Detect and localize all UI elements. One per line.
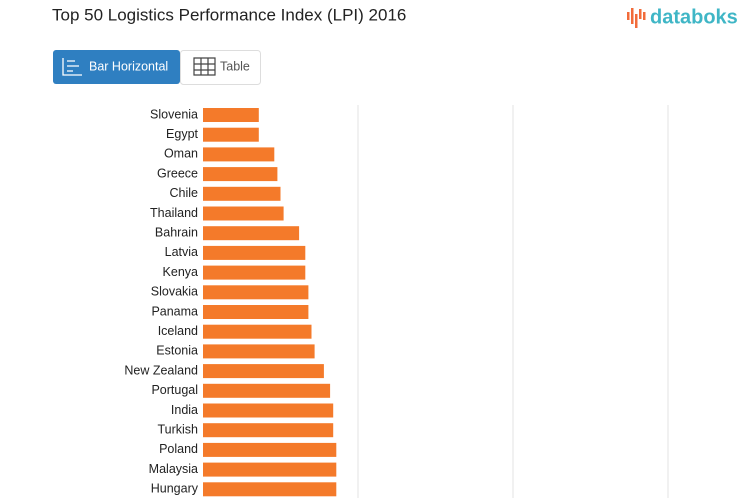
y-tick-label: India <box>171 403 198 417</box>
y-tick-label: New Zealand <box>124 363 198 377</box>
bar <box>203 186 281 201</box>
bar <box>203 305 309 319</box>
y-tick-label: Egypt <box>166 127 198 141</box>
bar <box>203 167 278 182</box>
logo-icon <box>627 8 646 28</box>
logo: databoks <box>650 6 738 28</box>
bar <box>203 127 259 142</box>
bar <box>203 265 306 280</box>
y-tick-label: Poland <box>159 442 198 456</box>
tab-label[interactable]: Table <box>220 59 250 73</box>
y-tick-label: Greece <box>157 166 198 180</box>
bar <box>203 442 337 457</box>
bar <box>203 403 334 418</box>
y-tick-label: Slovakia <box>151 285 198 299</box>
bar <box>203 423 334 438</box>
y-tick-label: Estonia <box>156 344 198 358</box>
bar <box>203 462 337 477</box>
table-icon <box>193 57 216 76</box>
chart-title: Top 50 Logistics Performance Index (LPI)… <box>52 5 406 24</box>
y-tick-label: Portugal <box>151 383 198 397</box>
bar <box>203 147 275 162</box>
y-tick-label: Chile <box>170 186 199 200</box>
y-tick-label: Iceland <box>158 324 198 338</box>
bar <box>203 285 309 300</box>
bar-icon <box>62 58 82 76</box>
y-tick-label: Panama <box>151 304 198 318</box>
tab-bar-horizontal[interactable] <box>53 50 180 84</box>
bar <box>203 245 306 260</box>
y-tick-label: Latvia <box>165 245 198 259</box>
y-tick-label: Hungary <box>151 482 199 496</box>
y-tick-label: Malaysia <box>149 462 198 476</box>
bar <box>203 344 315 359</box>
y-tick-label: Slovenia <box>150 107 198 121</box>
y-tick-label: Thailand <box>150 206 198 220</box>
y-tick-label: Kenya <box>163 265 198 279</box>
tab-label[interactable]: Bar Horizontal <box>89 59 168 73</box>
y-tick-label: Bahrain <box>155 225 198 239</box>
bar <box>203 108 259 122</box>
bar <box>203 206 284 221</box>
bar <box>203 324 312 339</box>
y-tick-label: Turkish <box>157 422 198 436</box>
bar <box>203 226 300 241</box>
bar <box>203 482 337 497</box>
bar <box>203 364 324 379</box>
y-tick-label: Oman <box>164 147 198 161</box>
bar <box>203 383 331 398</box>
